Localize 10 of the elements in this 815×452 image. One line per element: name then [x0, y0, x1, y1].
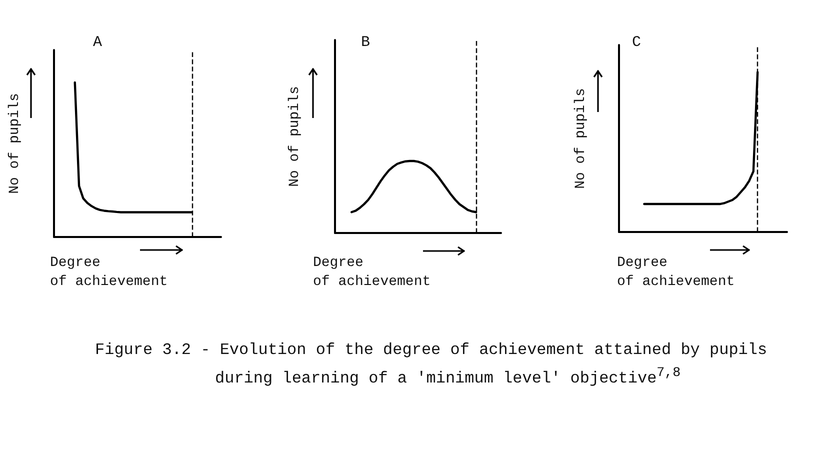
y-axis-title: No of pupils — [573, 88, 589, 189]
y-axis-title: No of pupils — [7, 93, 23, 194]
x-axis-title: Degree of achievement — [313, 254, 431, 292]
x-axis-title: Degree of achievement — [617, 254, 735, 292]
chart-title: C — [632, 34, 642, 51]
caption: Figure 3.2 - Evolution of the degree of achievement attained by pupils during learning of a 'minimum level' objective$^{7,8}$ — [95, 340, 768, 390]
y-axis-title: No of pupils — [287, 86, 303, 187]
chart-title: A — [93, 34, 102, 51]
x-axis-title: Degree of achievement — [50, 254, 168, 292]
chart-title: B — [361, 34, 370, 51]
